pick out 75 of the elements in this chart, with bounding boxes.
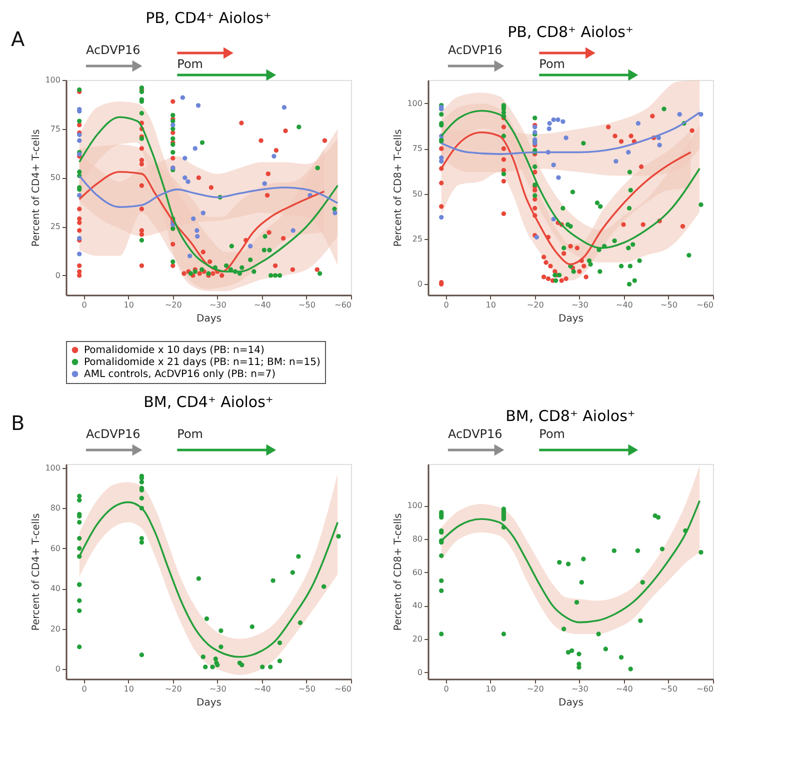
x-tick-label: ~30 — [209, 300, 226, 310]
y-tick-label: 0 — [55, 664, 60, 674]
x-tick-label: 10 — [486, 684, 496, 694]
text: AcDVP16 — [448, 43, 502, 57]
y-tick-label: 100 — [407, 98, 422, 108]
text: AcDVP16 — [86, 427, 140, 441]
y-axis-title: Percent of CD8+ T-cells — [393, 129, 404, 247]
x-tick-label: 10 — [124, 684, 134, 694]
text: Pom — [539, 427, 565, 441]
y-tick-label: 40 — [412, 601, 422, 610]
x-tick-label: ~50 — [298, 300, 316, 310]
y-tick-label: 75 — [50, 124, 60, 134]
legend-label: AML controls, AcDVP16 only (PB: n=7) — [84, 369, 276, 380]
x-tick-label: ~60 — [696, 684, 714, 694]
chart-title: BM, CD4⁺ Aiolos⁺ — [144, 393, 274, 411]
y-tick-label: 60 — [412, 568, 422, 577]
y-tick-label: 0 — [417, 280, 422, 289]
y-tick-label: 0 — [417, 668, 422, 677]
y-tick-label: 75 — [412, 144, 422, 154]
y-axis-title: Percent of CD4+ T-cells — [31, 513, 42, 631]
x-tick-label: ~50 — [660, 684, 678, 694]
x-tick-label: ~60 — [334, 300, 352, 310]
text: A — [11, 27, 25, 51]
x-tick-label: 0 — [82, 684, 87, 694]
x-tick-label: ~30 — [571, 300, 588, 310]
x-tick-label: ~40 — [616, 684, 633, 694]
y-tick-label: 100 — [45, 464, 60, 473]
text: B — [11, 411, 25, 435]
x-tick-label: ~50 — [298, 684, 316, 694]
text: Pom — [177, 57, 203, 71]
chart-title: PB, CD8⁺ Aiolos⁺ — [508, 23, 634, 41]
x-tick-label: ~20 — [526, 300, 544, 310]
y-tick-label: 20 — [50, 624, 60, 634]
y-tick-label: 25 — [412, 234, 422, 244]
y-tick-label: 100 — [45, 76, 60, 84]
x-axis-title: Days — [558, 698, 584, 708]
x-tick-label: ~20 — [526, 684, 544, 694]
x-tick-label: 0 — [444, 684, 449, 694]
text: Pom — [177, 427, 203, 441]
x-tick-label: ~60 — [696, 300, 714, 310]
y-axis-title: Percent of CD4+ T-cells — [31, 129, 42, 247]
x-tick-label: 0 — [444, 300, 449, 310]
text: Pom — [539, 57, 565, 71]
legend-label: Pomalidomide x 21 days (PB: n=11; BM: n=15) — [84, 357, 320, 368]
x-axis-title: Days — [558, 314, 584, 324]
x-tick-label: 10 — [124, 300, 134, 310]
y-tick-label: 50 — [50, 173, 60, 182]
x-tick-label: ~30 — [571, 684, 588, 694]
x-axis-title: Days — [196, 314, 222, 324]
x-tick-label: ~20 — [164, 684, 182, 694]
y-tick-label: 25 — [50, 222, 60, 232]
y-tick-label: 60 — [50, 544, 60, 553]
chart-title: BM, CD8⁺ Aiolos⁺ — [506, 407, 636, 425]
x-tick-label: ~20 — [164, 300, 182, 310]
text: AcDVP16 — [448, 427, 502, 441]
x-tick-label: ~40 — [254, 684, 271, 694]
legend-label: Pomalidomide x 10 days (PB: n=14) — [84, 345, 264, 356]
x-tick-label: 0 — [82, 300, 87, 310]
x-tick-label: ~30 — [209, 684, 226, 694]
text: AcDVP16 — [86, 43, 140, 57]
y-tick-label: 50 — [412, 189, 422, 198]
y-axis-title: Percent of CD8+ T-cells — [393, 513, 404, 631]
x-tick-label: ~40 — [616, 300, 633, 310]
x-tick-label: ~60 — [334, 684, 352, 694]
y-tick-label: 20 — [412, 634, 422, 644]
x-axis-title: Days — [196, 698, 222, 708]
chart-title: PB, CD4⁺ Aiolos⁺ — [146, 9, 272, 27]
x-tick-label: 10 — [486, 300, 496, 310]
y-tick-label: 100 — [407, 501, 422, 510]
x-tick-label: ~50 — [660, 300, 678, 310]
y-tick-label: 80 — [50, 504, 60, 513]
y-tick-label: 80 — [412, 534, 422, 544]
y-tick-label: 0 — [55, 270, 60, 280]
y-tick-label: 40 — [50, 584, 60, 594]
x-tick-label: ~40 — [254, 300, 271, 310]
